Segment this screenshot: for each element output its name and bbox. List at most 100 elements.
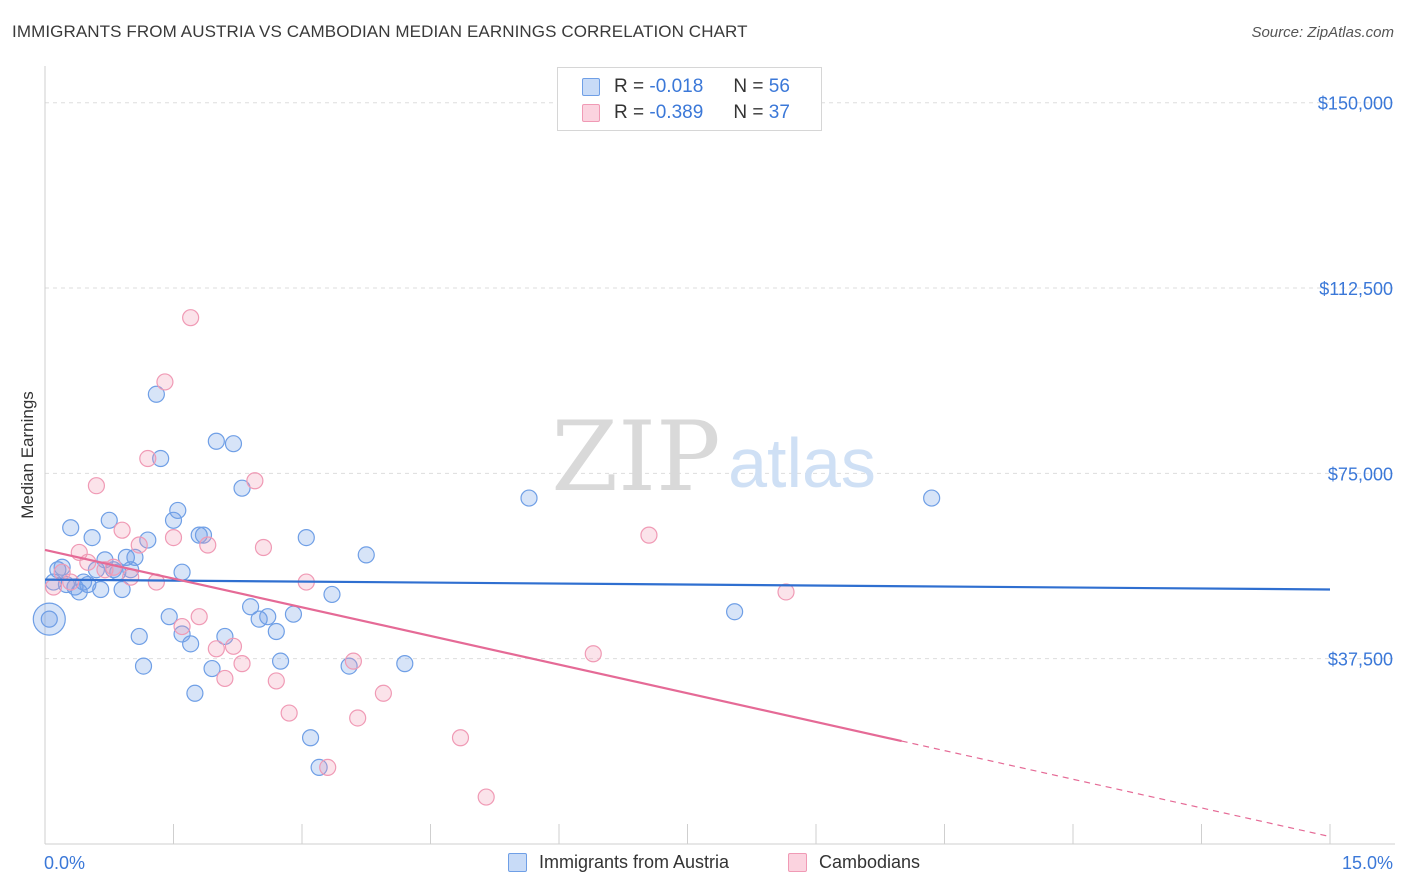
point-cambodians-15 xyxy=(173,617,191,636)
point-cambodians-10 xyxy=(130,536,148,554)
point-cambodians-31 xyxy=(374,684,392,702)
point-cambodians-13 xyxy=(156,373,174,391)
point-cambodians-2 xyxy=(62,573,80,591)
point-austria-43 xyxy=(284,605,303,623)
point-austria-37 xyxy=(233,479,251,497)
y-axis-label: Median Earnings xyxy=(18,391,37,519)
point-cambodians-11 xyxy=(139,449,157,468)
point-cambodians-5 xyxy=(87,477,106,495)
point-austria-47 xyxy=(323,585,341,604)
watermark-atlas: atlas xyxy=(728,424,876,502)
y-tick-label-1: $75,000 xyxy=(1328,464,1393,484)
point-cambodians-23 xyxy=(246,472,264,490)
point-austria-24 xyxy=(160,608,178,626)
legend-n-value: 56 xyxy=(768,76,790,97)
legend-row-cambodians: R = -0.389 N = 37 xyxy=(582,101,790,125)
legend-row-austria: R = -0.018 N = 56 xyxy=(582,75,790,99)
point-austria-15 xyxy=(113,580,131,599)
point-austria-38 xyxy=(242,598,260,616)
point-cambodians-22 xyxy=(233,655,251,673)
point-cambodians-25 xyxy=(267,672,285,690)
point-austria-49 xyxy=(357,546,375,564)
series-legend-swatch-cambodians xyxy=(788,853,807,872)
series-cambodians-points xyxy=(44,309,795,806)
series-legend-swatch-austria xyxy=(508,853,527,872)
point-cambodians-30 xyxy=(349,709,367,727)
point-austria-12 xyxy=(100,511,118,529)
legend-swatch-austria xyxy=(582,78,600,96)
point-austria-54 xyxy=(40,610,58,628)
point-austria-40 xyxy=(259,608,277,626)
y-tick-labels: $37,500 $75,000 $112,500 $150,000 xyxy=(1318,94,1393,670)
axes xyxy=(44,66,1395,845)
point-cambodians-16 xyxy=(182,309,200,327)
point-austria-cluster xyxy=(32,602,66,636)
point-austria-36 xyxy=(224,435,243,453)
point-cambodians-0 xyxy=(44,578,63,596)
point-austria-26 xyxy=(169,501,187,520)
point-austria-20 xyxy=(134,657,153,675)
grid-lines xyxy=(45,102,1395,660)
chart-source: Source: ZipAtlas.com xyxy=(1251,24,1394,41)
point-austria-23 xyxy=(152,449,170,468)
point-austria-10 xyxy=(92,580,110,599)
point-austria-21 xyxy=(139,531,157,549)
point-cambodians-18 xyxy=(199,536,217,554)
point-cambodians-29 xyxy=(344,652,362,670)
point-cambodians-34 xyxy=(584,645,602,663)
y-tick-label-2: $112,500 xyxy=(1319,279,1393,299)
point-austria-45 xyxy=(301,729,320,747)
series-legend: Immigrants from Austria Cambodians xyxy=(0,852,1406,876)
point-austria-53 xyxy=(923,489,941,507)
point-austria-33 xyxy=(203,659,221,678)
legend-r-value: -0.018 xyxy=(649,76,704,97)
point-cambodians-14 xyxy=(164,528,183,547)
legend-n-label: N = xyxy=(733,76,764,97)
watermark: ZIP atlas xyxy=(551,401,876,513)
watermark-zip: ZIP xyxy=(551,401,720,513)
series-austria-points xyxy=(32,385,941,777)
point-cambodians-20 xyxy=(216,669,234,688)
point-austria-19 xyxy=(130,627,148,646)
legend-r-value: -0.389 xyxy=(649,102,704,123)
series-legend-austria[interactable]: Immigrants from Austria xyxy=(508,852,729,873)
x-tick-labels: 0.0% 15.0% xyxy=(44,853,1393,873)
point-austria-32 xyxy=(194,526,213,544)
point-austria-34 xyxy=(207,432,225,450)
legend-n-label: N = xyxy=(733,102,764,123)
point-cambodians-26 xyxy=(280,704,298,722)
point-cambodians-4 xyxy=(79,553,97,571)
point-cambodians-17 xyxy=(190,608,208,626)
trend-line-cambodians xyxy=(44,548,902,743)
point-cambodians-24 xyxy=(254,538,273,557)
point-austria-29 xyxy=(182,635,200,653)
point-austria-55 xyxy=(83,528,101,547)
y-tick-label-0: $37,500 xyxy=(1328,650,1393,670)
legend-swatch-cambodians xyxy=(582,104,600,122)
point-cambodians-8 xyxy=(113,521,131,539)
point-cambodians-33 xyxy=(477,788,495,806)
series-legend-label-austria: Immigrants from Austria xyxy=(539,852,730,872)
point-austria-28 xyxy=(173,563,191,581)
point-austria-52 xyxy=(726,603,744,621)
trend-line-austria xyxy=(44,578,1331,591)
correlation-legend: R = -0.018 N = 56 R = -0.389 N = 37 xyxy=(557,67,822,131)
point-cambodians-19 xyxy=(207,640,225,658)
point-austria-22 xyxy=(147,385,165,403)
point-austria-25 xyxy=(164,511,183,529)
point-austria-2 xyxy=(53,558,71,576)
point-cambodians-32 xyxy=(451,729,470,747)
series-legend-cambodians[interactable]: Cambodians xyxy=(788,852,920,873)
chart-title: IMMIGRANTS FROM AUSTRIA VS CAMBODIAN MED… xyxy=(12,22,748,41)
point-austria-41 xyxy=(267,622,285,641)
point-cambodians-36 xyxy=(777,583,795,601)
legend-n-value: 37 xyxy=(768,102,790,123)
point-austria-50 xyxy=(396,655,414,673)
point-cambodians-28 xyxy=(319,758,337,777)
series-legend-label-cambodians: Cambodians xyxy=(819,852,921,872)
x-tick-label-min: 0.0% xyxy=(44,853,85,873)
point-cambodians-21 xyxy=(224,637,243,655)
trend-lines xyxy=(44,548,1331,838)
point-austria-42 xyxy=(271,652,290,670)
